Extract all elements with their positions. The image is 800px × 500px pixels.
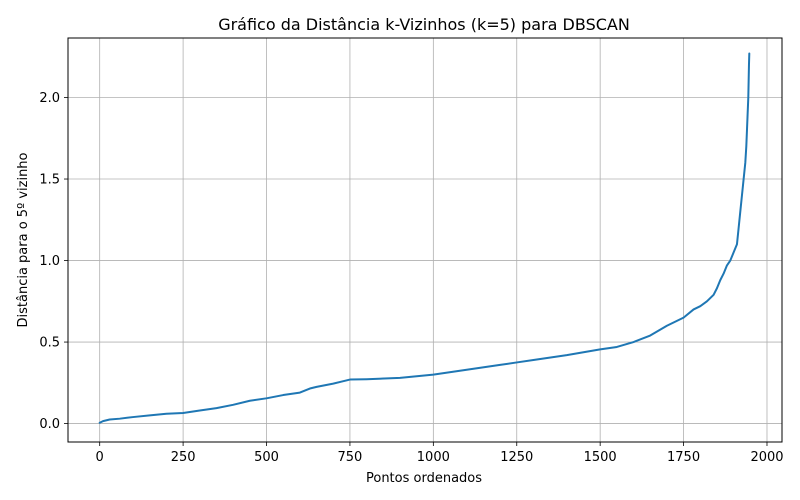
y-axis-label: Distância para o 5º vizinho: [16, 152, 31, 327]
x-tick-label: 1250: [500, 450, 533, 465]
y-tick-label: 1.0: [39, 254, 60, 269]
y-tick-label: 2.0: [39, 91, 60, 106]
plot-frame: [67, 37, 783, 443]
series-line: [98, 52, 751, 424]
x-tick-label: 2000: [750, 450, 783, 465]
x-tick-label: 0: [96, 450, 104, 465]
x-axis: 0 250 500 750 1000 1250 1500 1750 2000: [96, 442, 784, 465]
x-tick-label: 250: [171, 450, 196, 465]
x-tick-label: 750: [338, 450, 363, 465]
y-tick-label: 0.5: [39, 336, 60, 351]
x-axis-label: Pontos ordenados: [366, 471, 482, 486]
series-layer: [98, 52, 751, 424]
x-tick-label: 1500: [584, 450, 617, 465]
chart-title: Gráfico da Distância k-Vizinhos (k=5) pa…: [218, 15, 630, 34]
y-tick-label: 0.0: [39, 417, 60, 432]
x-tick-label: 1000: [417, 450, 450, 465]
x-tick-label: 500: [254, 450, 279, 465]
x-tick-label: 1750: [667, 450, 700, 465]
grid: [68, 38, 782, 442]
y-axis: 0.0 0.5 1.0 1.5 2.0: [39, 91, 68, 432]
y-tick-label: 1.5: [39, 173, 60, 188]
